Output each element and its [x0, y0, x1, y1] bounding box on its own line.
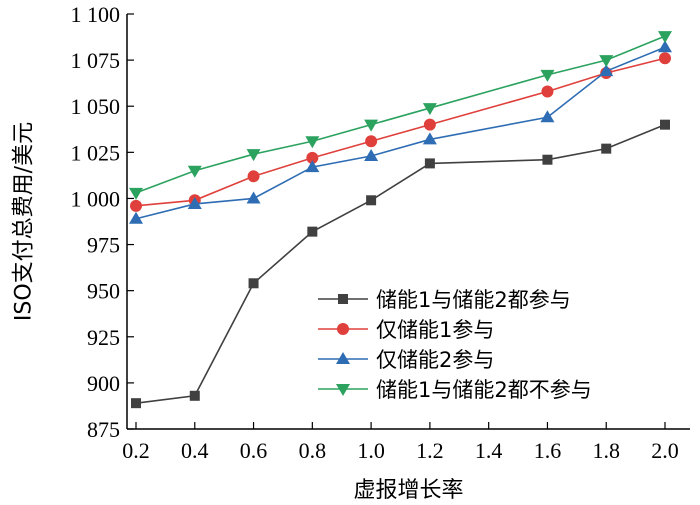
data-point — [246, 191, 261, 204]
y-tick-label: 1 100 — [71, 2, 121, 27]
data-point — [658, 40, 672, 53]
data-point — [129, 211, 143, 224]
legend-label: 储能1与储能2都参与 — [376, 288, 571, 312]
data-point — [306, 151, 319, 164]
data-point — [305, 160, 320, 173]
data-point — [422, 103, 437, 116]
data-point — [660, 119, 670, 130]
x-tick-label: 1.2 — [416, 438, 444, 463]
data-point — [659, 52, 671, 65]
data-point — [540, 69, 555, 82]
x-axis-title: 虚报增长率 — [353, 478, 463, 503]
x-axis: 0.2 0.4 0.6 0.8 1.0 1.2 1.4 1.6 1.8 2.0 — [122, 422, 679, 463]
data-point — [247, 170, 260, 183]
data-point — [542, 154, 553, 165]
data-point — [365, 135, 378, 148]
series-1 — [131, 119, 670, 409]
legend-label: 储能1与储能2都不参与 — [376, 378, 592, 402]
data-point — [422, 132, 437, 145]
data-point — [599, 64, 614, 77]
y-tick-label: 1 075 — [71, 48, 121, 73]
data-point — [366, 195, 377, 206]
y-tick-label: 1 025 — [71, 140, 121, 165]
x-tick-label: 1.6 — [534, 438, 562, 463]
data-point — [305, 136, 320, 149]
legend-label: 仅储能2参与 — [376, 348, 494, 372]
legend-item: 仅储能1参与 — [318, 318, 494, 342]
data-point — [131, 398, 141, 409]
y-tick-label: 875 — [87, 417, 120, 442]
x-tick-label: 0.2 — [122, 438, 150, 463]
legend-item: 仅储能2参与 — [318, 348, 494, 372]
data-point — [129, 187, 143, 200]
y-tick-label: 925 — [87, 325, 120, 350]
series-line — [135, 35, 666, 194]
data-point — [248, 278, 259, 289]
data-point — [658, 31, 672, 44]
data-point — [601, 143, 612, 154]
x-tick-label: 2.0 — [651, 438, 679, 463]
data-point — [541, 85, 554, 98]
y-tick-label: 900 — [87, 371, 120, 396]
legend-marker — [338, 294, 348, 304]
x-tick-label: 0.4 — [181, 438, 209, 463]
y-axis-title: ISO支付总费用/美元 — [12, 122, 37, 321]
data-point — [187, 196, 202, 209]
data-point — [246, 149, 261, 162]
legend-marker — [336, 384, 350, 396]
legend-marker — [337, 323, 349, 335]
data-point — [423, 118, 436, 131]
legend-item: 储能1与储能2都不参与 — [318, 378, 592, 402]
series-3 — [129, 40, 672, 224]
data-point — [599, 55, 614, 68]
data-point — [424, 158, 435, 169]
x-tick-label: 0.6 — [240, 438, 268, 463]
series-line — [135, 57, 666, 207]
y-axis: 875 900 925 950 975 1 000 1 025 1 050 1 075 1 100 — [71, 2, 134, 442]
series-layer — [129, 31, 672, 409]
data-point — [130, 199, 142, 212]
legend-label: 仅储能1参与 — [376, 318, 494, 342]
data-point — [540, 110, 555, 123]
data-point — [307, 226, 318, 237]
series-4 — [129, 31, 672, 200]
x-tick-label: 0.8 — [299, 438, 327, 463]
legend-marker — [336, 352, 350, 364]
y-tick-label: 950 — [87, 279, 120, 304]
x-tick-label: 1.0 — [357, 438, 385, 463]
plot-frame — [126, 14, 690, 430]
data-point — [187, 165, 202, 178]
legend-item: 储能1与储能2都参与 — [318, 288, 571, 312]
x-tick-label: 1.8 — [592, 438, 620, 463]
x-tick-label: 1.4 — [475, 438, 503, 463]
data-point — [189, 390, 200, 401]
series-2 — [130, 52, 671, 212]
y-tick-label: 975 — [87, 233, 120, 258]
y-tick-label: 1 050 — [71, 94, 121, 119]
data-point — [364, 149, 379, 162]
data-point — [364, 119, 379, 132]
y-tick-label: 1 000 — [71, 186, 121, 211]
